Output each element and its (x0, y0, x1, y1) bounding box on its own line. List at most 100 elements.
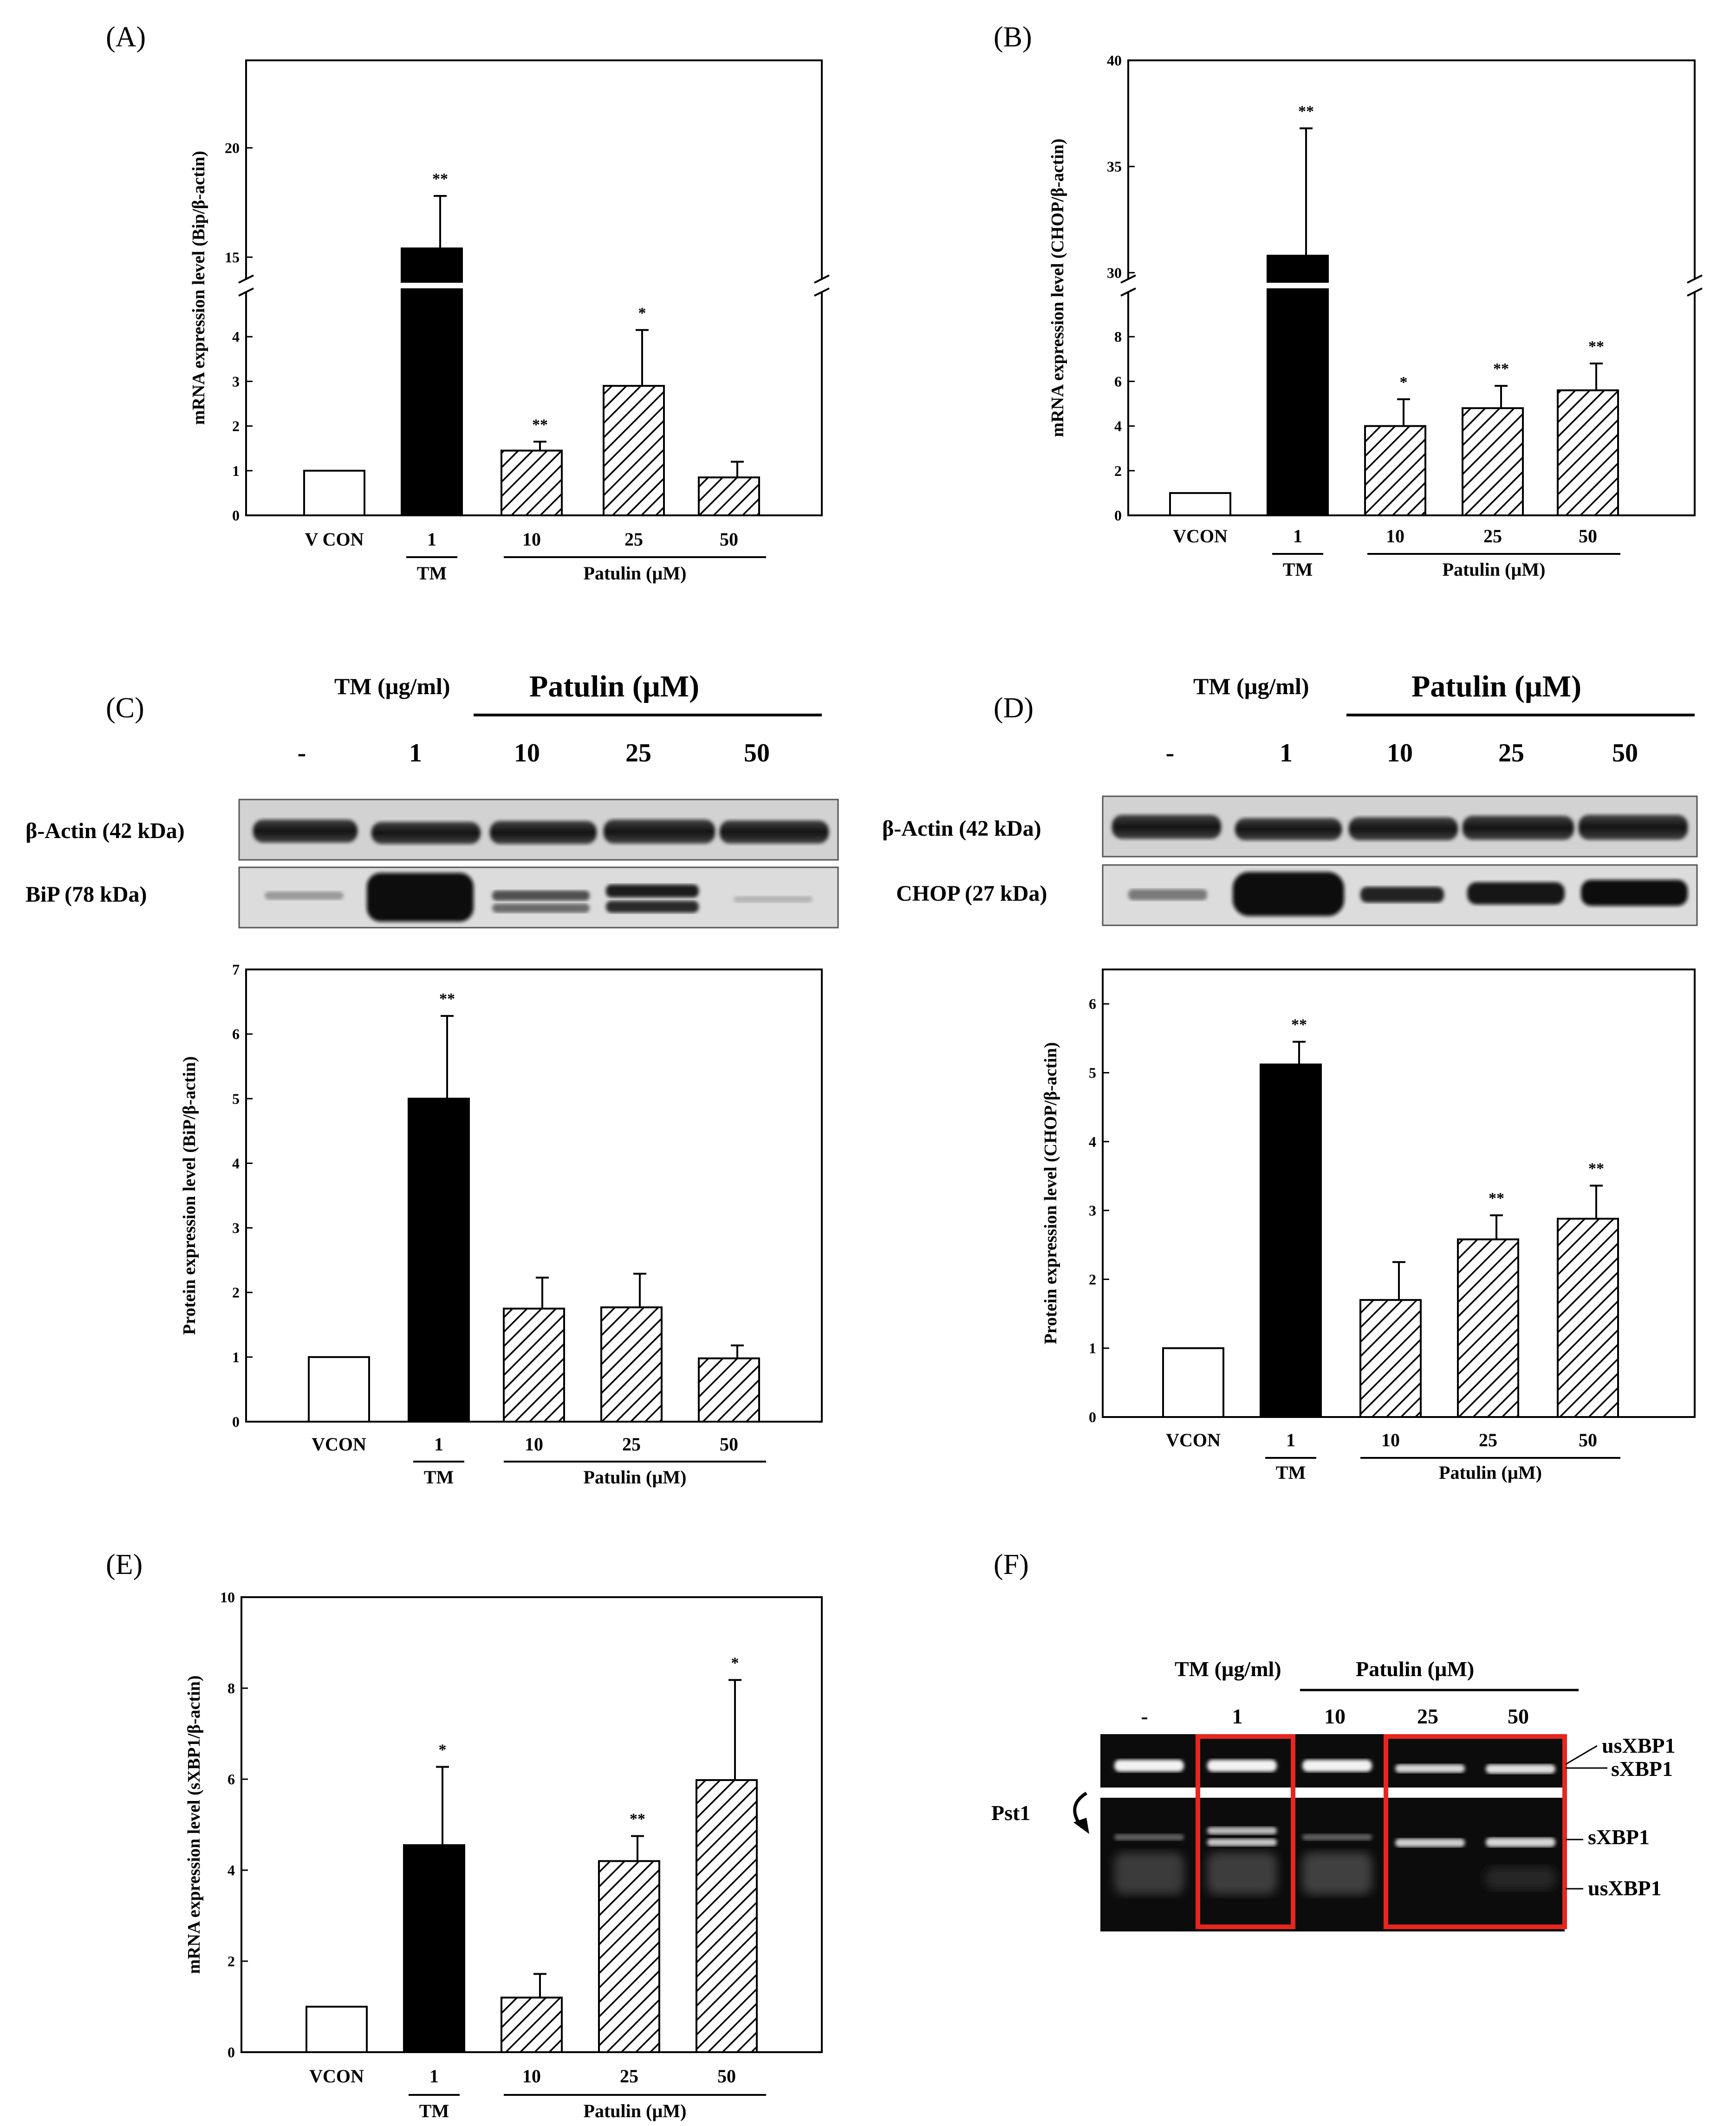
western-blot-c: TM (µg/ml) Patulin (µM) - 1 10 25 50 β-A… (26, 670, 839, 929)
tm-group-label: TM (1283, 559, 1313, 580)
x-category-label: VCON (1173, 526, 1228, 546)
y-tick-label: 8 (228, 1680, 235, 1697)
gel-f-lane-label: 50 (1508, 1704, 1529, 1728)
x-category-label: 50 (717, 2066, 736, 2087)
gel-f-divider (1100, 1788, 1565, 1798)
y-tick-label: 4 (1089, 1133, 1096, 1150)
y-tick-label: 5 (1089, 1064, 1096, 1081)
bar (306, 2006, 368, 2053)
patulin-group-label: Patulin (µM) (584, 2100, 687, 2121)
bar (1359, 1299, 1422, 1418)
tm-group-label: TM (419, 2100, 449, 2121)
y-axis-title: Protein expression level (CHOP/β-actin) (1041, 1042, 1060, 1345)
gel-f-smear (1114, 1853, 1184, 1894)
blot-c-row-label-actin: β-Actin (42 kDa) (26, 819, 185, 843)
x-category-label: 25 (1479, 1430, 1497, 1450)
panel-label-b: (B) (994, 21, 1032, 53)
gel-f-band-top (1302, 1760, 1372, 1772)
y-axis-title: mRNA expression level (CHOP/β-actin) (1048, 138, 1067, 437)
y-tick-label: 0 (232, 1413, 240, 1430)
significance-marker: ** (1493, 360, 1509, 377)
axis-break-mark (1687, 287, 1703, 297)
bar (501, 1996, 563, 2053)
blot-c-bip-band (492, 891, 590, 901)
bar (401, 247, 463, 516)
y-tick-label: 2 (1114, 462, 1122, 479)
x-category-label: VCON (312, 1434, 366, 1455)
bar (1162, 1347, 1224, 1418)
blot-d-lane-label: 25 (1498, 739, 1524, 767)
axis-break-mark (1120, 287, 1136, 297)
y-tick-label: 3 (1089, 1202, 1096, 1219)
gel-f-band-top (1114, 1760, 1184, 1772)
blot-d-chop-band (1233, 872, 1344, 916)
gel-f-label-usxbp1-top: usXBP1 (1602, 1734, 1675, 1757)
blot-c-actin-band (490, 821, 597, 844)
blot-c-tm-header: TM (µg/ml) (334, 673, 450, 699)
x-category-label: 25 (624, 529, 643, 550)
x-category-label: 1 (1293, 526, 1302, 546)
significance-marker: * (731, 1654, 739, 1671)
chart-c: 0 1 2 3 4 5 6 7 Protein expression level (BiP/β-… (180, 961, 823, 1488)
x-category-label: 50 (720, 1434, 738, 1455)
bar (1267, 254, 1329, 516)
blot-c-actin-band (604, 819, 715, 844)
significance-marker: * (439, 1742, 447, 1759)
bar (1169, 492, 1231, 517)
bar (403, 1844, 465, 2054)
x-category-label: V CON (305, 529, 364, 550)
y-tick-label: 1 (232, 462, 240, 479)
blot-c-bip-band (492, 904, 590, 913)
patulin-group-label: Patulin (µM) (1443, 559, 1546, 580)
gel-f-lane-label: - (1141, 1704, 1148, 1728)
x-category-label: 1 (429, 2066, 439, 2087)
gel-f-band-top (1395, 1764, 1465, 1773)
blot-c-bip-band (367, 873, 474, 922)
bar (1260, 1063, 1322, 1418)
significance-marker: ** (1298, 103, 1314, 120)
x-category-label: VCON (309, 2066, 364, 2087)
x-category-label: 25 (620, 2066, 638, 2087)
bar (501, 449, 563, 517)
y-tick-label: 4 (1114, 418, 1122, 435)
blot-c-row-label-bip: BiP (78 kDa) (26, 882, 147, 907)
axis-break-mark (1687, 274, 1703, 284)
blot-c-lane-label: 25 (625, 739, 651, 767)
x-category-label: 10 (522, 529, 541, 550)
significance-marker: ** (1291, 1016, 1307, 1034)
x-category-label: 10 (522, 2066, 541, 2087)
bar (598, 1860, 660, 2053)
blot-c-bip-band (606, 884, 699, 897)
bar (696, 1779, 758, 2053)
bar (698, 476, 760, 516)
blot-d-actin-band (1579, 815, 1688, 840)
gel-f-smear (1207, 1853, 1277, 1894)
y-tick-label: 8 (1114, 328, 1122, 345)
significance-marker: ** (432, 170, 448, 188)
significance-marker: ** (1489, 1190, 1504, 1207)
bar (1462, 407, 1524, 516)
x-category-label: 50 (720, 529, 738, 550)
gel-f: TM (µg/ml) Patulin (µM) - 1 10 25 50 Pst… (991, 1657, 1675, 1931)
blot-c-lane-label: 50 (744, 739, 770, 767)
blot-d-chop-band (1581, 880, 1688, 906)
gel-f-highlight-box (1196, 1734, 1295, 1929)
gel-f-label-sxbp1: sXBP1 (1588, 1825, 1650, 1849)
bar (1364, 425, 1426, 516)
y-tick-label: 4 (232, 1155, 240, 1171)
x-category-label: 1 (427, 529, 436, 550)
blot-c-actin-band (371, 822, 481, 844)
x-category-label: 10 (1381, 1430, 1400, 1450)
x-category-label: VCON (1166, 1430, 1221, 1450)
y-tick-label: 4 (228, 1862, 235, 1879)
bar (308, 1356, 370, 1423)
blot-d-lane-label: - (1166, 739, 1175, 767)
bar (303, 469, 365, 516)
gel-f-pst1-label: Pst1 (991, 1801, 1030, 1825)
gel-f-band-top (1486, 1764, 1555, 1774)
gel-f-patulin-header: Patulin (µM) (1356, 1657, 1474, 1681)
blot-c-bip-band (606, 901, 699, 913)
y-tick-label: 4 (232, 328, 240, 345)
gel-f-label-sxbp1-top: sXBP1 (1611, 1757, 1673, 1781)
y-axis-title: mRNA expression level (Bip/β-actin) (189, 151, 208, 425)
